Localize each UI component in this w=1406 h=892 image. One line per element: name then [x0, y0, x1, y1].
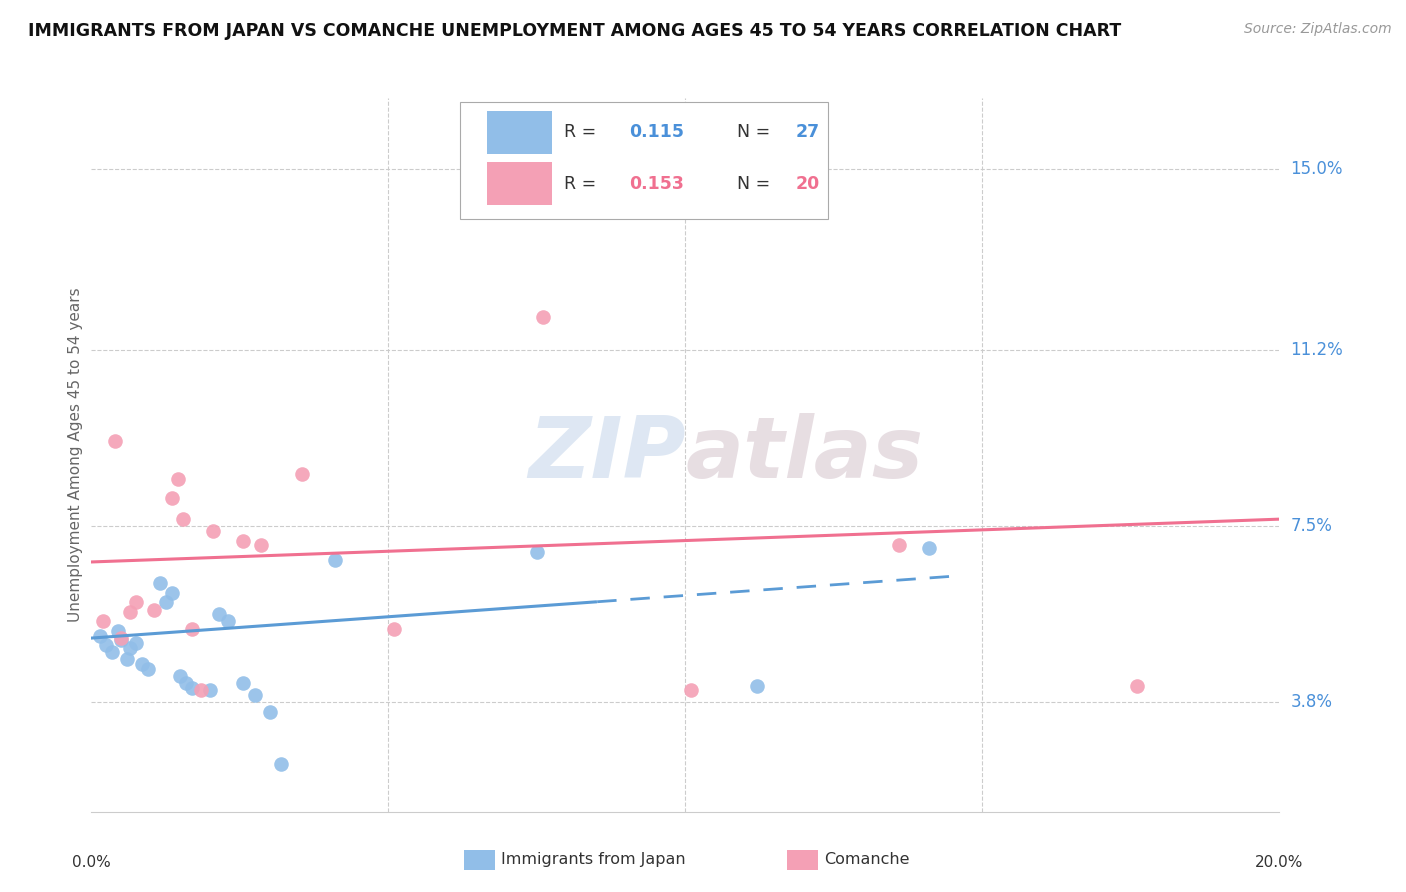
Point — [115, 652, 138, 666]
Point — [208, 607, 231, 622]
Point — [136, 662, 159, 676]
Point — [202, 524, 225, 538]
Text: 20.0%: 20.0% — [1256, 855, 1303, 870]
Point — [382, 622, 405, 636]
Point — [96, 638, 118, 652]
Text: 0.0%: 0.0% — [72, 855, 111, 870]
Text: Immigrants from Japan: Immigrants from Japan — [501, 853, 685, 867]
Bar — [486, 111, 553, 153]
Text: R =: R = — [564, 175, 602, 193]
Point — [160, 491, 183, 505]
Point — [107, 624, 129, 638]
Point — [681, 683, 703, 698]
Point — [190, 683, 212, 698]
Point — [291, 467, 314, 481]
Point — [745, 679, 768, 693]
Point — [101, 645, 124, 659]
Point — [149, 576, 172, 591]
Text: 0.153: 0.153 — [630, 175, 685, 193]
Point — [176, 676, 198, 690]
Text: IMMIGRANTS FROM JAPAN VS COMANCHE UNEMPLOYMENT AMONG AGES 45 TO 54 YEARS CORRELA: IMMIGRANTS FROM JAPAN VS COMANCHE UNEMPL… — [28, 22, 1122, 40]
Point — [118, 640, 141, 655]
Point — [243, 688, 266, 702]
Point — [160, 586, 183, 600]
Text: 27: 27 — [796, 123, 820, 141]
Text: atlas: atlas — [685, 413, 924, 497]
Bar — [486, 162, 553, 205]
Text: Comanche: Comanche — [824, 853, 910, 867]
Point — [1126, 679, 1149, 693]
Text: 0.115: 0.115 — [630, 123, 685, 141]
Point — [889, 538, 911, 552]
Point — [142, 602, 165, 616]
Point — [918, 541, 941, 555]
Text: 3.8%: 3.8% — [1291, 693, 1333, 711]
Point — [172, 512, 194, 526]
Text: 7.5%: 7.5% — [1291, 517, 1333, 535]
Point — [131, 657, 153, 672]
Text: 20: 20 — [796, 175, 820, 193]
FancyBboxPatch shape — [460, 102, 828, 219]
Text: ZIP: ZIP — [527, 413, 685, 497]
Point — [232, 533, 254, 548]
Point — [531, 310, 554, 324]
Y-axis label: Unemployment Among Ages 45 to 54 years: Unemployment Among Ages 45 to 54 years — [67, 287, 83, 623]
Point — [169, 669, 191, 683]
Point — [118, 605, 141, 619]
Point — [323, 552, 346, 566]
Point — [200, 683, 222, 698]
Point — [232, 676, 254, 690]
Text: 15.0%: 15.0% — [1291, 161, 1343, 178]
Point — [166, 472, 188, 486]
Point — [526, 545, 548, 559]
Text: R =: R = — [564, 123, 602, 141]
Point — [181, 681, 204, 695]
Text: 11.2%: 11.2% — [1291, 342, 1343, 359]
Point — [91, 615, 114, 629]
Point — [270, 757, 292, 772]
Point — [125, 595, 148, 609]
Point — [259, 705, 281, 719]
Point — [217, 615, 239, 629]
Text: N =: N = — [737, 123, 775, 141]
Text: N =: N = — [737, 175, 775, 193]
Point — [155, 595, 177, 609]
Point — [125, 636, 148, 650]
Point — [110, 633, 132, 648]
Point — [104, 434, 127, 448]
Point — [181, 622, 204, 636]
Point — [89, 629, 111, 643]
Point — [249, 538, 271, 552]
Point — [110, 631, 132, 645]
Text: Source: ZipAtlas.com: Source: ZipAtlas.com — [1244, 22, 1392, 37]
